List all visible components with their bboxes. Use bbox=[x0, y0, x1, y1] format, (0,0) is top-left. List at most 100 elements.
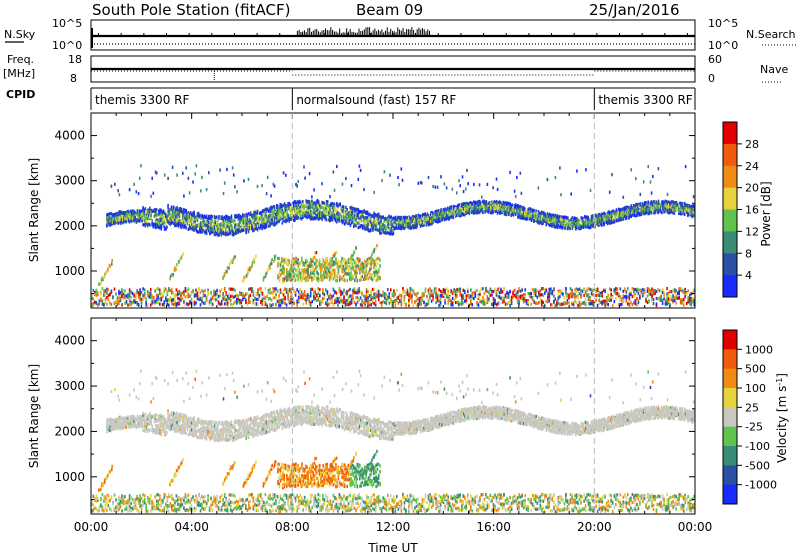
range-gate-cell bbox=[502, 202, 505, 206]
range-gate-cell bbox=[312, 213, 314, 217]
range-gate-cell bbox=[203, 220, 206, 224]
range-gate-cell bbox=[373, 190, 375, 195]
range-gate-cell bbox=[282, 278, 284, 282]
range-gate-cell bbox=[177, 212, 179, 216]
range-gate-cell bbox=[169, 208, 172, 212]
range-gate-cell bbox=[183, 214, 185, 218]
range-gate-cell bbox=[171, 209, 174, 213]
range-gate-cell bbox=[201, 225, 203, 229]
range-gate-cell bbox=[316, 208, 319, 212]
range-gate-cell bbox=[277, 208, 279, 212]
range-gate-cell bbox=[254, 212, 257, 216]
range-gate-cell bbox=[374, 227, 377, 231]
range-gate-cell bbox=[411, 224, 414, 228]
range-gate-cell bbox=[131, 209, 133, 213]
range-gate-cell bbox=[390, 219, 392, 223]
range-gate-cell bbox=[466, 168, 468, 172]
range-gate-cell bbox=[342, 205, 345, 209]
range-gate-cell bbox=[237, 223, 240, 227]
range-gate-cell bbox=[457, 204, 459, 208]
range-gate-cell bbox=[370, 220, 372, 224]
range-gate-cell bbox=[230, 214, 233, 218]
range-gate-cell bbox=[504, 208, 507, 212]
range-gate-cell bbox=[373, 215, 375, 220]
range-gate-cell bbox=[191, 222, 193, 226]
range-gate-cell bbox=[132, 217, 134, 221]
range-gate-cell bbox=[200, 189, 202, 193]
range-gate-cell bbox=[360, 215, 363, 219]
range-gate-cell bbox=[264, 218, 267, 222]
range-gate-cell bbox=[220, 215, 223, 219]
range-gate-cell bbox=[487, 201, 490, 205]
range-gate-cell bbox=[133, 214, 135, 218]
range-gate-cell bbox=[505, 205, 508, 209]
range-gate-cell bbox=[379, 228, 381, 232]
range-gate-cell bbox=[384, 231, 387, 235]
range-gate-cell bbox=[490, 210, 492, 214]
range-gate-cell bbox=[266, 207, 269, 211]
range-gate-cell bbox=[278, 257, 281, 261]
range-gate-cell bbox=[109, 216, 112, 220]
range-gate-cell bbox=[213, 227, 216, 231]
range-gate-cell bbox=[454, 212, 457, 216]
range-gate-cell bbox=[370, 228, 372, 233]
range-gate-cell bbox=[384, 225, 387, 229]
range-gate-cell bbox=[392, 225, 395, 229]
range-gate-cell bbox=[325, 204, 328, 208]
range-gate-cell bbox=[379, 221, 381, 225]
range-gate-cell bbox=[368, 215, 371, 219]
range-gate-cell bbox=[277, 204, 279, 208]
range-gate-cell bbox=[204, 226, 207, 230]
range-gate-cell bbox=[145, 210, 148, 214]
range-gate-cell bbox=[308, 206, 311, 210]
range-gate-cell bbox=[499, 207, 501, 211]
nsky-panel: N.Sky 10^5 10^0 10^5 10^0 N.Search bbox=[4, 17, 796, 52]
range-gate-cell bbox=[419, 181, 422, 185]
range-gate-cell bbox=[449, 207, 451, 211]
range-gate-cell bbox=[321, 200, 323, 204]
range-gate-cell bbox=[125, 220, 127, 224]
range-gate-cell bbox=[149, 215, 151, 220]
range-gate-cell bbox=[135, 218, 138, 222]
range-gate-cell bbox=[129, 209, 132, 213]
range-gate-cell bbox=[197, 230, 200, 234]
range-gate-cell bbox=[112, 217, 115, 221]
range-gate-cell bbox=[350, 184, 353, 188]
range-gate-cell bbox=[185, 216, 187, 220]
nsky-label: N.Sky bbox=[4, 28, 36, 41]
range-gate-cell bbox=[427, 220, 430, 224]
range-gate-cell bbox=[388, 228, 390, 232]
range-gate-cell bbox=[368, 229, 371, 233]
range-gate-cell bbox=[288, 216, 290, 220]
range-gate-cell bbox=[244, 227, 246, 231]
range-gate-cell bbox=[129, 212, 132, 216]
range-gate-cell bbox=[253, 218, 255, 222]
range-gate-cell bbox=[159, 214, 161, 218]
range-gate-cell bbox=[287, 217, 289, 221]
range-gate-cell bbox=[254, 215, 257, 219]
range-gate-cell bbox=[283, 268, 286, 272]
range-gate-cell bbox=[202, 221, 204, 225]
range-gate-cell bbox=[387, 216, 389, 220]
range-gate-cell bbox=[389, 221, 391, 225]
range-gate-cell bbox=[382, 230, 384, 234]
range-gate-cell bbox=[277, 211, 279, 215]
range-gate-cell bbox=[366, 224, 369, 228]
range-gate-cell bbox=[432, 213, 434, 217]
range-gate-cell bbox=[199, 227, 201, 231]
range-gate-cell bbox=[468, 208, 471, 212]
range-gate-cell bbox=[219, 222, 221, 227]
range-gate-cell bbox=[316, 199, 319, 203]
range-gate-cell bbox=[271, 210, 273, 214]
range-gate-cell bbox=[206, 217, 209, 221]
range-gate-cell bbox=[512, 213, 515, 217]
range-gate-cell bbox=[473, 211, 475, 215]
range-gate-cell bbox=[482, 206, 484, 210]
range-gate-cell bbox=[321, 213, 323, 217]
range-gate-cell bbox=[348, 219, 351, 223]
range-gate-cell bbox=[400, 217, 403, 221]
range-gate-cell bbox=[249, 216, 252, 220]
range-gate-cell bbox=[359, 212, 362, 216]
range-gate-cell bbox=[296, 184, 298, 188]
range-gate-cell bbox=[321, 182, 323, 186]
